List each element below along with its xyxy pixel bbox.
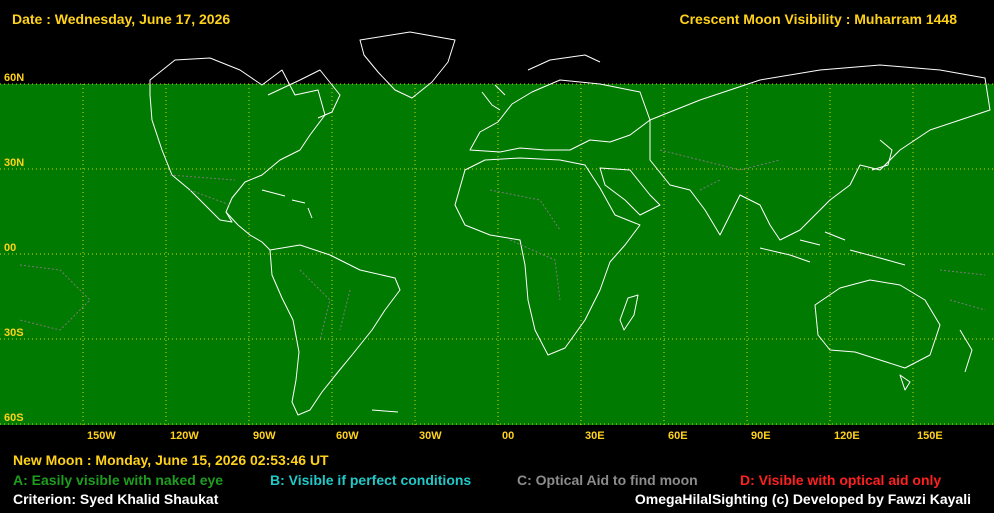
- country-borders: [19, 149, 986, 341]
- credit-label: OmegaHilalSighting (c) Developed by Fawz…: [634, 491, 971, 507]
- australia-outline: [814, 279, 941, 369]
- lon-label-90w: 90W: [253, 430, 276, 442]
- new-moon-label: New Moon : Monday, June 15, 2026 02:53:4…: [13, 452, 329, 468]
- south-america-outline: [269, 244, 401, 416]
- asia-outline: [599, 167, 661, 216]
- legend-item-a: A: Easily visible with naked eye: [13, 472, 224, 488]
- legend-item-c: C: Optical Aid to find moon: [517, 472, 698, 488]
- lon-label-30e: 30E: [585, 430, 605, 442]
- criterion-label: Criterion: Syed Khalid Shaukat: [13, 491, 219, 507]
- legend-item-d: D: Visible with optical aid only: [740, 472, 942, 488]
- lon-label-90e: 90E: [751, 430, 771, 442]
- grid-lines: [0, 83, 994, 425]
- lon-label-120w: 120W: [170, 430, 199, 442]
- date-label: Date : Wednesday, June 17, 2026: [12, 11, 231, 27]
- lat-label-60n: 60N: [4, 72, 25, 84]
- lat-label-60s: 60S: [4, 412, 24, 424]
- coastlines: [149, 31, 991, 416]
- legend-item-b: B: Visible if perfect conditions: [270, 472, 472, 488]
- lon-label-60w: 60W: [336, 430, 359, 442]
- lon-label-60e: 60E: [668, 430, 688, 442]
- lat-label-30n: 30N: [4, 157, 25, 169]
- lon-label-30w: 30W: [419, 430, 442, 442]
- lon-label-120e: 120E: [834, 430, 860, 442]
- africa-outline: [454, 157, 641, 356]
- lat-label-00: 00: [4, 242, 17, 254]
- greenland-outline: [359, 31, 456, 99]
- lon-label-150w: 150W: [87, 430, 116, 442]
- lat-label-30s: 30S: [4, 327, 24, 339]
- map-title: Crescent Moon Visibility : Muharram 1448: [679, 11, 958, 27]
- lon-label-150e: 150E: [917, 430, 943, 442]
- lon-label-00: 00: [502, 430, 515, 442]
